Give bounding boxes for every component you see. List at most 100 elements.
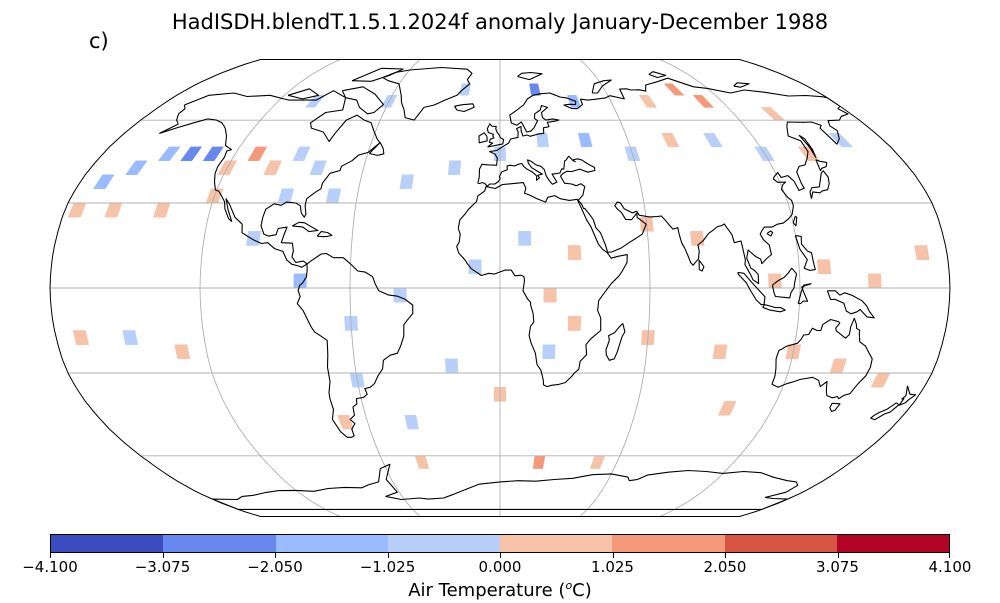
coastline-australia [771, 317, 873, 400]
anomaly-cell [663, 83, 685, 96]
coastline-borneo [771, 267, 798, 299]
anomaly-cell [180, 146, 203, 161]
coastline-hokkaido [815, 159, 828, 172]
coastlines-layer [159, 66, 917, 510]
coastline-new-siberian [733, 82, 750, 88]
anomaly-cell [760, 107, 786, 121]
anomaly-cell [72, 330, 90, 345]
anomaly-cell [292, 146, 311, 161]
colorbar-label-prefix: Air Temperature ( [408, 580, 566, 601]
anomaly-cell [414, 455, 430, 469]
colorbar-tick-mark [162, 553, 164, 558]
anomaly-cell [797, 146, 820, 161]
colorbar-tick-label: 3.075 [816, 558, 859, 576]
coastline-cuba [292, 221, 319, 233]
colorbar-segment [163, 535, 276, 552]
anomaly-cell [529, 83, 541, 96]
anomaly-cell [104, 202, 123, 218]
anomaly-cell [703, 133, 723, 148]
colorbar-label-suffix: C) [572, 580, 592, 601]
colorbar-tick-label: −4.100 [22, 558, 78, 576]
anomaly-cell [532, 455, 546, 469]
anomaly-cell [543, 287, 557, 303]
anomaly-cell [589, 455, 606, 469]
coastline-sri-lanka [698, 259, 705, 272]
anomaly-cell [277, 188, 295, 204]
gridlines-layer [50, 59, 950, 517]
coastline-novaya-zemlya [591, 79, 612, 94]
anomaly-cell [445, 358, 459, 374]
anomaly-cell [404, 415, 419, 430]
globe-outline [49, 59, 951, 517]
colorbar-tick-label: 1.025 [591, 558, 634, 576]
coastline-severnaya [648, 71, 667, 79]
robinson-world-map [49, 59, 951, 517]
anomaly-cell [67, 202, 87, 218]
coastline-taiwan [792, 215, 798, 227]
anomaly-cell [690, 231, 705, 246]
anomaly-cell [468, 259, 482, 275]
colorbar-segment [500, 535, 613, 552]
coastline-victoria-island [287, 88, 320, 100]
coastline-ellesmere [351, 67, 404, 82]
anomaly-cell [567, 316, 582, 331]
colorbar-segment [612, 535, 725, 552]
anomaly-cell [393, 287, 407, 303]
coastline-hainan [766, 230, 774, 237]
anomaly-cell [768, 273, 782, 289]
colorbar-tick-label: 4.100 [928, 558, 972, 576]
anomaly-cell [459, 83, 471, 96]
coastline-north-america [159, 90, 381, 268]
coastline-new-guinea [826, 290, 875, 319]
coastline-eurasia [477, 77, 849, 285]
coastline-antarctica [211, 463, 799, 510]
anomaly-cell [692, 95, 715, 108]
anomaly-cell [337, 415, 354, 430]
coastline-sakhalin [798, 134, 817, 159]
coastline-greenland [382, 66, 473, 121]
coastline-nz-south [870, 402, 900, 421]
colorbar-segment [51, 535, 164, 552]
colorbar-tick-label: 0.000 [478, 558, 522, 576]
anomaly-cell [246, 231, 261, 246]
anomaly-cell [828, 133, 854, 148]
colorbar-tick-mark [50, 553, 51, 558]
colorbar-label: Air Temperature (oC) [0, 574, 1000, 603]
colorbar-tick-label: −1.025 [359, 558, 416, 576]
anomaly-cell [263, 160, 282, 175]
colorbar [50, 534, 950, 553]
coastline-tasmania [829, 402, 841, 412]
coastline-south-america [296, 252, 414, 438]
map-title: HadISDH.blendT.1.5.1.2024f anomaly Janua… [171, 10, 829, 34]
coastline-nz-north [898, 385, 917, 406]
anomaly-cells-layer [67, 83, 930, 469]
anomaly-cell [542, 344, 556, 360]
anomaly-cell [718, 401, 737, 416]
anomaly-cell [93, 174, 115, 190]
colorbar-segment [836, 535, 949, 552]
anomaly-cell [914, 245, 930, 260]
coastline-madagascar [605, 323, 626, 361]
coastline-africa [456, 182, 628, 388]
anomaly-cell [247, 146, 268, 161]
coastline-iceland [454, 103, 475, 113]
colorbar-tick-label: −2.050 [247, 558, 303, 576]
coastline-philippines [794, 235, 816, 271]
anomaly-cell [122, 330, 139, 345]
anomaly-cell [325, 188, 342, 204]
coastline-ireland [478, 132, 488, 144]
colorbar-tick-label: −3.075 [134, 558, 191, 576]
colorbar-segment [724, 535, 837, 552]
anomaly-cell [202, 146, 224, 161]
colorbar-tick-mark [275, 553, 276, 558]
coastline-hispaniola [316, 231, 333, 238]
coastline-java [762, 304, 786, 313]
anomaly-cell [174, 344, 191, 360]
coastline-newfoundland [368, 141, 385, 156]
colorbar-tick-mark [500, 553, 501, 558]
anomaly-cell [577, 133, 593, 148]
coastline-sumatra [737, 271, 766, 306]
colorbar-tick-label: 2.050 [703, 558, 747, 576]
anomaly-cell [712, 344, 728, 360]
coastline-baffin [341, 86, 384, 115]
